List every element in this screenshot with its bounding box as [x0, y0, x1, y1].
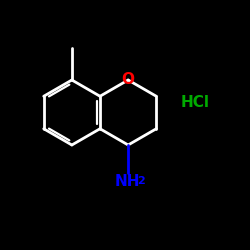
- Text: NH: NH: [114, 174, 140, 189]
- Text: 2: 2: [137, 176, 145, 186]
- Text: O: O: [122, 72, 135, 88]
- Text: HCl: HCl: [180, 95, 210, 110]
